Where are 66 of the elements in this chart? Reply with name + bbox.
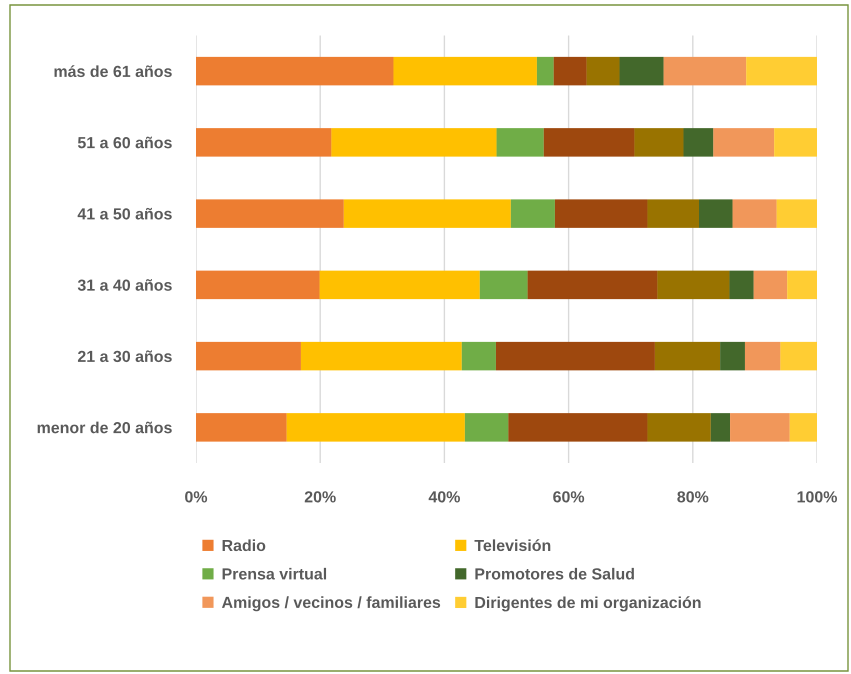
bar <box>647 413 711 442</box>
y-tick-label: 31 a 40 años <box>78 279 172 291</box>
x-tick-label: 80% <box>677 491 708 503</box>
legend-label: Dirigentes de mi organización <box>475 596 701 612</box>
x-tick-label: 0% <box>185 491 208 503</box>
bar <box>480 270 528 300</box>
bar <box>508 413 648 442</box>
bar <box>554 56 587 86</box>
bar <box>344 199 511 228</box>
bar <box>647 199 700 228</box>
y-tick-label: menor de 20 años <box>38 422 172 434</box>
bar <box>496 342 655 370</box>
bar <box>780 342 817 370</box>
legend-label: Amigos / vecinos / familiares <box>222 596 440 612</box>
bar <box>528 270 658 300</box>
bar <box>730 413 790 442</box>
bar <box>729 270 754 300</box>
bar <box>286 413 465 442</box>
bar <box>620 56 664 86</box>
bar <box>196 270 320 300</box>
bar <box>586 56 620 86</box>
bar <box>393 56 537 86</box>
legend-label: Prensa virtual <box>222 568 326 580</box>
y-tick-label: 41 a 50 años <box>78 208 172 220</box>
bar <box>536 56 554 86</box>
bar <box>331 128 497 157</box>
bar <box>196 128 332 157</box>
y-tick-label: 51 a 60 años <box>78 136 172 148</box>
bar <box>790 413 817 442</box>
bar <box>654 342 720 370</box>
bar <box>657 270 730 300</box>
bar <box>496 128 544 157</box>
x-tick-label: 100% <box>798 491 838 503</box>
bar <box>664 56 746 86</box>
bar <box>744 342 780 370</box>
bar <box>774 128 817 157</box>
bar <box>732 199 777 228</box>
bar <box>746 56 817 86</box>
bar <box>196 413 287 442</box>
y-tick-label: más de 61 años <box>54 65 172 78</box>
legend-label: Radio <box>222 539 266 552</box>
x-tick-label: 40% <box>428 491 460 503</box>
x-tick-label: 20% <box>304 491 336 503</box>
bar <box>464 413 508 442</box>
bar <box>196 199 344 228</box>
bar <box>710 413 730 442</box>
bar <box>787 270 817 300</box>
bar <box>320 270 480 300</box>
bar <box>699 199 733 228</box>
bar <box>510 199 555 228</box>
bar <box>720 342 745 370</box>
x-tick-label: 60% <box>553 491 584 503</box>
legend-label: Promotores de Salud <box>475 568 634 580</box>
bar <box>462 342 496 370</box>
bar <box>634 128 684 157</box>
bar <box>754 270 788 300</box>
bar <box>683 128 714 157</box>
bar <box>196 56 394 86</box>
bar <box>713 128 774 157</box>
bar <box>776 199 817 228</box>
bar <box>554 199 648 228</box>
legend-label: Televisión <box>474 539 550 552</box>
bar <box>544 128 634 157</box>
y-tick-label: 21 a 30 años <box>78 350 172 362</box>
bar <box>300 342 462 370</box>
bar <box>196 342 301 370</box>
